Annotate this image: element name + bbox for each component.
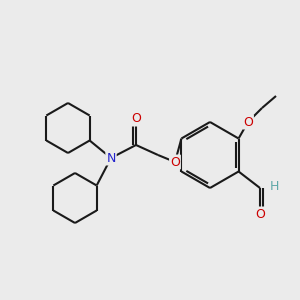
Text: O: O [170,155,180,169]
Text: O: O [243,116,253,128]
Text: O: O [255,208,265,220]
Text: N: N [106,152,116,164]
Text: H: H [269,179,279,193]
Text: O: O [131,112,141,125]
